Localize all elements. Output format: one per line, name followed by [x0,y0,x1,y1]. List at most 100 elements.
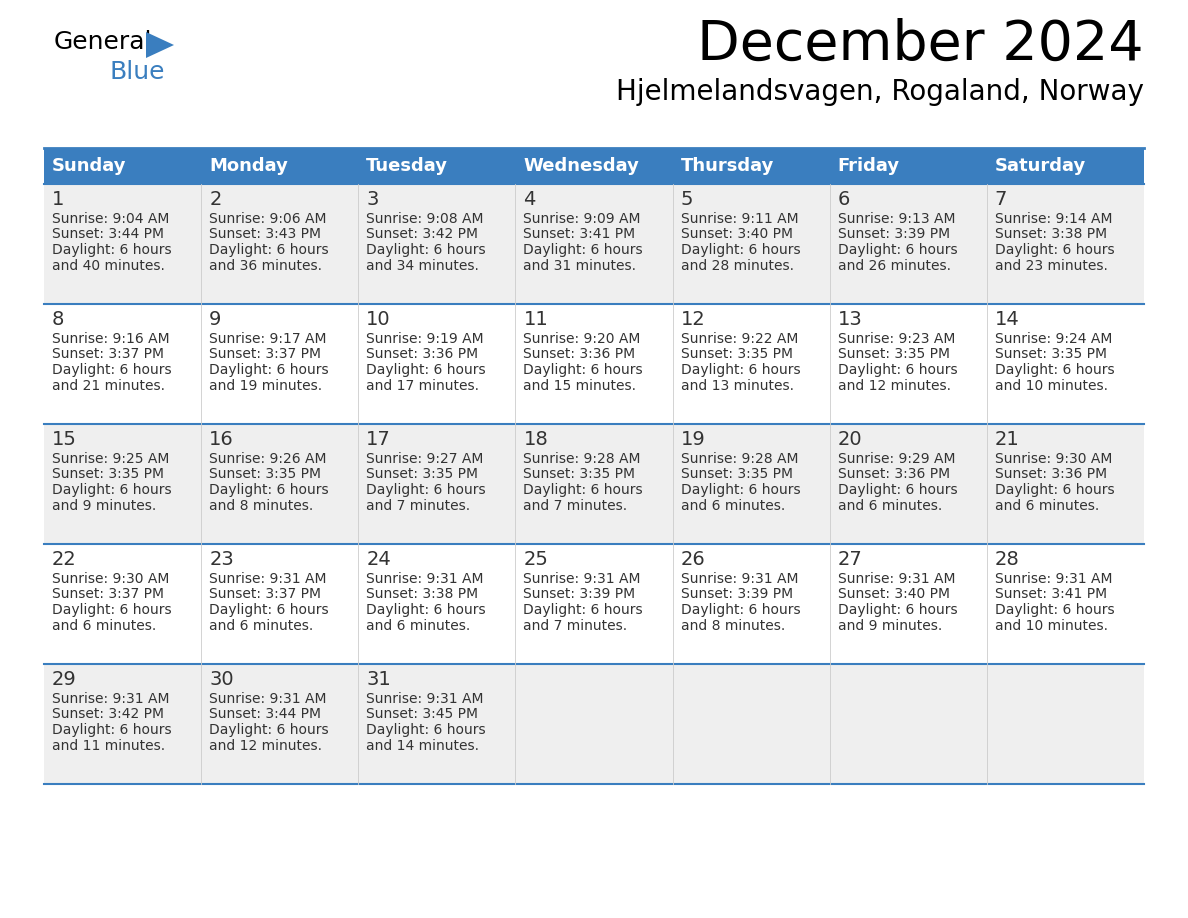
Text: Sunset: 3:39 PM: Sunset: 3:39 PM [681,588,792,601]
Text: Sunrise: 9:11 AM: Sunrise: 9:11 AM [681,212,798,226]
Text: Sunset: 3:35 PM: Sunset: 3:35 PM [681,467,792,482]
Text: Daylight: 6 hours: Daylight: 6 hours [838,603,958,617]
Text: 30: 30 [209,670,234,689]
Text: Daylight: 6 hours: Daylight: 6 hours [994,603,1114,617]
Text: Daylight: 6 hours: Daylight: 6 hours [681,483,801,497]
Text: 26: 26 [681,550,706,569]
Text: Sunset: 3:35 PM: Sunset: 3:35 PM [524,467,636,482]
Text: Sunrise: 9:16 AM: Sunrise: 9:16 AM [52,332,170,346]
Bar [44,148,201,184]
Text: Daylight: 6 hours: Daylight: 6 hours [209,243,329,257]
Text: Sunset: 3:40 PM: Sunset: 3:40 PM [681,228,792,241]
Text: Sunset: 3:42 PM: Sunset: 3:42 PM [366,228,479,241]
Text: Daylight: 6 hours: Daylight: 6 hours [366,243,486,257]
Text: Sunrise: 9:04 AM: Sunrise: 9:04 AM [52,212,170,226]
Text: 8: 8 [52,310,64,329]
Text: and 40 minutes.: and 40 minutes. [52,259,165,273]
Text: December 2024: December 2024 [697,18,1144,72]
Text: Sunrise: 9:30 AM: Sunrise: 9:30 AM [52,572,170,586]
Text: Sunset: 3:38 PM: Sunset: 3:38 PM [366,588,479,601]
Text: Sunday: Sunday [52,157,126,175]
Text: Daylight: 6 hours: Daylight: 6 hours [524,243,643,257]
Text: 16: 16 [209,430,234,449]
Text: 7: 7 [994,190,1007,209]
Text: Sunrise: 9:25 AM: Sunrise: 9:25 AM [52,452,170,466]
Text: and 6 minutes.: and 6 minutes. [52,619,157,633]
Text: Sunrise: 9:31 AM: Sunrise: 9:31 AM [994,572,1112,586]
Text: Sunset: 3:41 PM: Sunset: 3:41 PM [524,228,636,241]
Text: Daylight: 6 hours: Daylight: 6 hours [366,603,486,617]
Text: Daylight: 6 hours: Daylight: 6 hours [994,363,1114,377]
Text: Sunset: 3:40 PM: Sunset: 3:40 PM [838,588,949,601]
Text: and 10 minutes.: and 10 minutes. [994,378,1108,393]
Text: Thursday: Thursday [681,157,773,175]
Text: Daylight: 6 hours: Daylight: 6 hours [209,363,329,377]
Text: and 34 minutes.: and 34 minutes. [366,259,479,273]
Text: Sunrise: 9:24 AM: Sunrise: 9:24 AM [994,332,1112,346]
Text: Monday: Monday [209,157,287,175]
Text: 9: 9 [209,310,221,329]
Text: Sunrise: 9:31 AM: Sunrise: 9:31 AM [209,572,327,586]
Text: Sunrise: 9:14 AM: Sunrise: 9:14 AM [994,212,1112,226]
Text: and 6 minutes.: and 6 minutes. [209,619,314,633]
Text: 1: 1 [52,190,64,209]
Text: and 23 minutes.: and 23 minutes. [994,259,1107,273]
Text: Sunset: 3:38 PM: Sunset: 3:38 PM [994,228,1107,241]
Text: Daylight: 6 hours: Daylight: 6 hours [209,723,329,737]
Text: Sunrise: 9:09 AM: Sunrise: 9:09 AM [524,212,642,226]
Text: 10: 10 [366,310,391,329]
Text: Daylight: 6 hours: Daylight: 6 hours [52,603,171,617]
Text: Sunrise: 9:31 AM: Sunrise: 9:31 AM [52,692,170,706]
Text: 18: 18 [524,430,548,449]
Text: Sunrise: 9:31 AM: Sunrise: 9:31 AM [681,572,798,586]
Text: and 9 minutes.: and 9 minutes. [838,619,942,633]
Text: 28: 28 [994,550,1019,569]
Text: Sunrise: 9:31 AM: Sunrise: 9:31 AM [838,572,955,586]
Text: Sunset: 3:37 PM: Sunset: 3:37 PM [209,588,321,601]
Bar [829,148,987,184]
Text: 27: 27 [838,550,862,569]
Text: and 21 minutes.: and 21 minutes. [52,378,165,393]
Text: Sunset: 3:36 PM: Sunset: 3:36 PM [524,348,636,362]
Text: Blue: Blue [109,60,164,84]
Text: and 12 minutes.: and 12 minutes. [209,738,322,753]
Text: 21: 21 [994,430,1019,449]
Polygon shape [146,32,173,58]
Bar [359,148,516,184]
Text: Sunset: 3:36 PM: Sunset: 3:36 PM [366,348,479,362]
Text: and 6 minutes.: and 6 minutes. [994,498,1099,512]
Bar [44,664,1144,784]
Text: and 10 minutes.: and 10 minutes. [994,619,1108,633]
Text: Sunrise: 9:20 AM: Sunrise: 9:20 AM [524,332,640,346]
Text: 23: 23 [209,550,234,569]
Text: 13: 13 [838,310,862,329]
Text: 4: 4 [524,190,536,209]
Text: Sunrise: 9:28 AM: Sunrise: 9:28 AM [681,452,798,466]
Text: and 6 minutes.: and 6 minutes. [681,498,785,512]
Text: and 12 minutes.: and 12 minutes. [838,378,950,393]
Text: and 31 minutes.: and 31 minutes. [524,259,637,273]
Text: 2: 2 [209,190,221,209]
Text: 11: 11 [524,310,548,329]
Text: Daylight: 6 hours: Daylight: 6 hours [524,483,643,497]
Text: Daylight: 6 hours: Daylight: 6 hours [994,243,1114,257]
Bar [516,148,672,184]
Text: Friday: Friday [838,157,899,175]
Text: Daylight: 6 hours: Daylight: 6 hours [52,723,171,737]
Text: Sunset: 3:41 PM: Sunset: 3:41 PM [994,588,1107,601]
Text: Sunrise: 9:26 AM: Sunrise: 9:26 AM [209,452,327,466]
Text: and 36 minutes.: and 36 minutes. [209,259,322,273]
Bar [44,184,1144,304]
Text: Sunset: 3:42 PM: Sunset: 3:42 PM [52,708,164,722]
Text: Sunrise: 9:06 AM: Sunrise: 9:06 AM [209,212,327,226]
Text: 14: 14 [994,310,1019,329]
Text: Daylight: 6 hours: Daylight: 6 hours [681,243,801,257]
Text: Sunset: 3:35 PM: Sunset: 3:35 PM [838,348,949,362]
Text: Sunset: 3:44 PM: Sunset: 3:44 PM [209,708,321,722]
Text: Daylight: 6 hours: Daylight: 6 hours [838,363,958,377]
Text: Sunrise: 9:13 AM: Sunrise: 9:13 AM [838,212,955,226]
Text: and 13 minutes.: and 13 minutes. [681,378,794,393]
Text: Daylight: 6 hours: Daylight: 6 hours [994,483,1114,497]
Text: Sunset: 3:35 PM: Sunset: 3:35 PM [52,467,164,482]
Text: and 6 minutes.: and 6 minutes. [838,498,942,512]
